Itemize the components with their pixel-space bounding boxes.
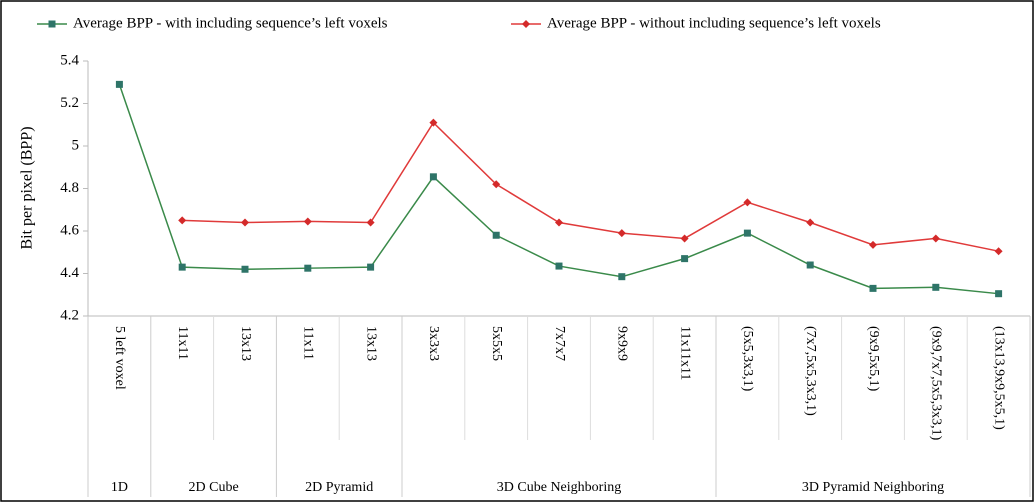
series-line	[182, 121, 999, 252]
marker	[241, 218, 249, 227]
marker	[869, 240, 877, 249]
marker	[932, 283, 940, 291]
x-tick-label: 11x11x11	[677, 326, 692, 380]
marker	[492, 180, 501, 189]
marker	[178, 263, 186, 271]
marker	[617, 229, 626, 238]
group-label: 3D Cube Neighboring	[497, 480, 621, 495]
marker	[681, 255, 689, 263]
marker	[303, 217, 312, 226]
marker	[555, 262, 563, 270]
y-tick-label: 4.8	[60, 180, 79, 196]
marker	[806, 261, 814, 269]
marker	[680, 234, 689, 243]
marker	[806, 218, 815, 227]
y-tick-label: 4.6	[60, 222, 79, 238]
x-tick-label: (13x13,9x9,5x5,1)	[991, 326, 1006, 430]
marker	[994, 247, 1003, 256]
marker	[743, 229, 751, 237]
y-tick-label: 5.4	[60, 52, 79, 68]
marker	[931, 234, 940, 243]
x-tick-label: 3x3x3	[426, 326, 441, 361]
marker	[618, 273, 626, 281]
x-tick-label: 11x11	[175, 326, 190, 360]
x-tick-label: (7x7,5x5,3x3,1)	[803, 326, 818, 416]
marker	[304, 264, 312, 272]
marker	[869, 284, 877, 292]
marker	[743, 198, 752, 207]
marker	[178, 216, 187, 225]
marker	[995, 290, 1003, 298]
marker	[555, 218, 563, 227]
marker	[367, 263, 375, 271]
marker	[48, 20, 56, 28]
x-tick-label: (9x9,7x7,5x5,3x3,1)	[929, 326, 944, 441]
marker	[429, 173, 437, 181]
x-tick-label: (5x5,3x3,1)	[740, 326, 755, 392]
x-tick-label: 5 left voxel	[112, 326, 127, 390]
y-tick-label: 5.2	[60, 95, 79, 111]
y-tick-label: 4.2	[60, 307, 79, 323]
x-tick-label: 7x7x7	[552, 326, 567, 361]
legend-label: Average BPP - with including sequence’s …	[73, 15, 388, 31]
group-label: 2D Cube	[189, 480, 239, 495]
marker	[366, 218, 375, 227]
group-label: 2D Pyramid	[305, 480, 373, 495]
legend-label: Average BPP - without including sequence…	[547, 15, 881, 31]
y-tick-label: 4.4	[60, 265, 79, 281]
x-tick-label: 11x11	[301, 326, 316, 360]
y-axis-label: Bit per pixel (BPP)	[19, 126, 36, 249]
group-label: 1D	[111, 480, 128, 495]
x-tick-label: (9x9,5x5,1)	[866, 326, 881, 392]
marker	[115, 80, 123, 88]
marker	[429, 118, 438, 127]
y-tick-label: 5	[72, 137, 80, 153]
x-tick-label: 5x5x5	[489, 326, 504, 361]
marker	[241, 265, 249, 273]
x-tick-label: 13x13	[363, 326, 378, 361]
group-label: 3D Pyramid Neighboring	[802, 480, 944, 495]
marker	[492, 231, 500, 239]
x-tick-label: 13x13	[238, 326, 253, 361]
x-tick-label: 9x9x9	[615, 326, 630, 361]
marker	[522, 20, 530, 28]
